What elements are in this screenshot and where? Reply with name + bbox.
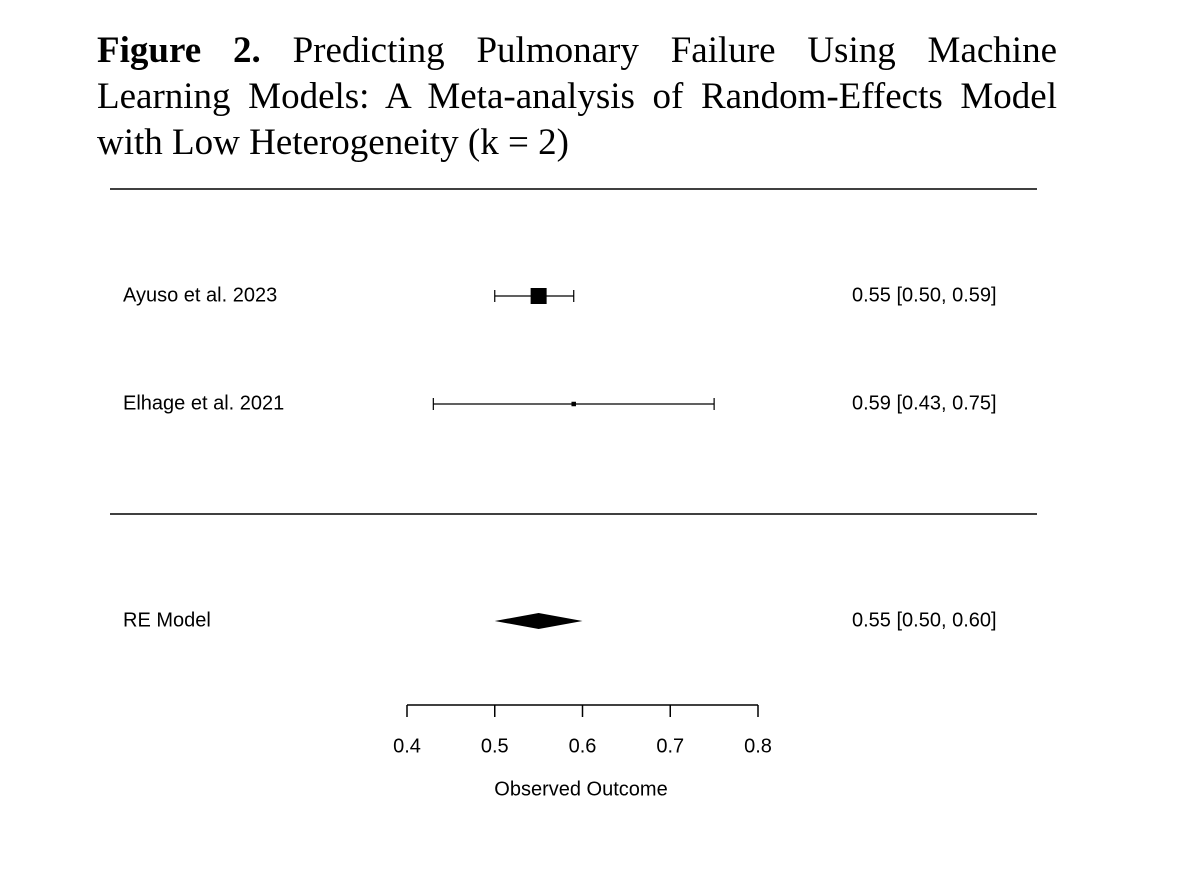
title-text: Predicting Pulmonary Failure Using Machi… <box>97 30 1057 163</box>
x-tick-label: 0.7 <box>656 735 684 757</box>
summary-estimate-label: 0.55 [0.50, 0.60] <box>852 609 997 631</box>
x-axis-label: Observed Outcome <box>494 778 667 800</box>
study-label: Elhage et al. 2021 <box>123 392 284 414</box>
figure-label: Figure 2. <box>97 30 261 71</box>
x-tick-label: 0.8 <box>744 735 772 757</box>
study-label: Ayuso et al. 2023 <box>123 284 277 306</box>
x-tick-label: 0.5 <box>481 735 509 757</box>
estimate-label: 0.59 [0.43, 0.75] <box>852 392 997 414</box>
estimate-label: 0.55 [0.50, 0.59] <box>852 284 997 306</box>
point-estimate <box>571 401 576 407</box>
point-estimate <box>530 288 547 304</box>
summary-diamond <box>494 613 583 629</box>
figure-title: Figure 2. Predicting Pulmonary Failure U… <box>97 28 1057 166</box>
summary-label: RE Model <box>123 609 211 631</box>
x-tick-label: 0.4 <box>393 735 421 757</box>
x-tick-label: 0.6 <box>569 735 597 757</box>
